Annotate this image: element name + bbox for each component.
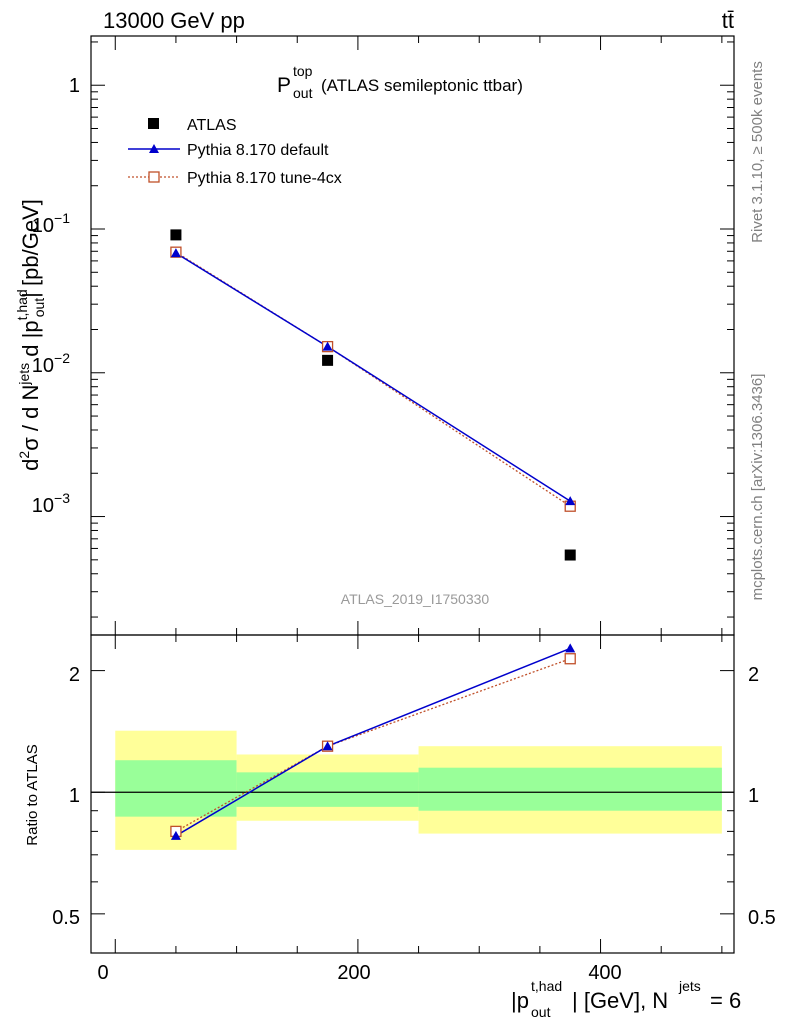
- legend-marker-atlas: [148, 118, 159, 129]
- xtick-label-0: 0: [97, 962, 108, 984]
- svg-text:d2σ / d Njets d |pt,hadout| [p: d2σ / d Njets d |pt,hadout| [pb/GeV]: [14, 199, 47, 471]
- xlabel-part-1: |p: [511, 988, 529, 1013]
- ratio-frame: [90, 634, 735, 954]
- ratio-series: [170, 643, 576, 840]
- title-symbol: P: [277, 74, 291, 97]
- uncertainty-band-inner: [236, 772, 419, 807]
- atlas-data-point: [564, 549, 576, 561]
- pythia-tune-line: [175, 251, 571, 507]
- atlas-data-point: [322, 354, 334, 366]
- title-superscript: top: [293, 63, 313, 79]
- xlabel-superscript: t,had: [531, 978, 562, 994]
- ytick-label-1: 1: [69, 75, 80, 97]
- main-series: [170, 229, 576, 561]
- uncertainty-band-inner: [418, 767, 722, 811]
- ratio-ytick-1: 1: [69, 785, 80, 807]
- xlabel-part-2: | [GeV], N: [572, 988, 668, 1013]
- energy-label: 13000 GeV pp: [103, 8, 245, 33]
- ytick-label-1e-3: 10−3: [32, 490, 70, 517]
- ratio-panel: 0.5 1 2 0.5 1 2 Ratio to ATLAS 0 200 400…: [24, 634, 776, 1020]
- legend-label-pythia-tune: Pythia 8.170 tune-4cx: [187, 170, 342, 187]
- rivet-version-label: Rivet 3.1.10, ≥ 500k events: [749, 61, 766, 243]
- ratio-ytick-2: 2: [69, 664, 80, 686]
- ratio-ytick-0.5: 0.5: [52, 907, 80, 929]
- title-subscript: out: [293, 85, 313, 101]
- main-ylabel: d2σ / d Njets d |pt,hadout| [pb/GeV]: [14, 199, 47, 471]
- main-panel: 1 10−1 10−2 10−3 d2σ / d Njets d |pt,had…: [14, 35, 735, 636]
- ratio-pythia-tune-marker: [564, 653, 576, 665]
- main-axis-ticks: [91, 36, 734, 635]
- legend-marker-pythia-default: [149, 144, 159, 153]
- mcplots-label: mcplots.cern.ch [arXiv:1306.3436]: [749, 374, 766, 601]
- legend: ATLAS Pythia 8.170 default Pythia 8.170 …: [128, 117, 342, 187]
- pythia-default-marker: [322, 341, 333, 351]
- uncertainty-band-inner: [115, 760, 237, 817]
- ratio-ylabel: Ratio to ATLAS: [24, 744, 41, 845]
- process-label: tt̄: [722, 8, 734, 33]
- legend-label-atlas: ATLAS: [187, 117, 237, 134]
- xlabel: |p t,had out | [GeV], N jets = 6: [511, 978, 741, 1020]
- xlabel-superscript-2: jets: [678, 978, 701, 994]
- ytick-label-1e-2: 10−2: [32, 350, 70, 377]
- ratio-pythia-default-marker: [170, 830, 181, 840]
- xtick-label-400: 400: [588, 962, 621, 984]
- ratio-pythia-default-marker: [322, 741, 333, 751]
- atlas-data-point: [170, 229, 182, 241]
- pythia-default-marker: [565, 496, 576, 506]
- xtick-label-200: 200: [337, 962, 370, 984]
- title-text: (ATLAS semileptonic ttbar): [321, 76, 523, 95]
- xlabel-subscript: out: [531, 1004, 551, 1020]
- analysis-id-label: ATLAS_2019_I1750330: [341, 591, 490, 607]
- xlabel-part-3: = 6: [710, 988, 741, 1013]
- ratio-ytick-right-1: 1: [748, 785, 759, 807]
- ratio-pythia-default-marker: [565, 643, 576, 653]
- pythia-default-marker: [170, 248, 181, 258]
- legend-marker-pythia-tune: [148, 171, 160, 183]
- legend-label-pythia-default: Pythia 8.170 default: [187, 142, 329, 159]
- uncertainty-bands: [91, 730, 734, 850]
- ratio-ytick-right-2: 2: [748, 664, 759, 686]
- ratio-ytick-right-0.5: 0.5: [748, 907, 776, 929]
- plot-title: P top out (ATLAS semileptonic ttbar): [277, 63, 523, 101]
- ratio-axis-ticks: [91, 635, 734, 953]
